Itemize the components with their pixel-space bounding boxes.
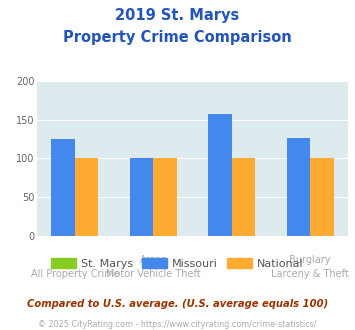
Legend: St. Marys, Missouri, National: St. Marys, Missouri, National xyxy=(47,254,308,273)
Bar xyxy=(287,138,310,236)
Text: Property Crime Comparison: Property Crime Comparison xyxy=(63,30,292,45)
Text: All Property Crime: All Property Crime xyxy=(31,269,119,279)
Bar xyxy=(51,139,75,236)
Bar xyxy=(310,158,334,236)
Bar xyxy=(232,158,255,236)
Text: 2019 St. Marys: 2019 St. Marys xyxy=(115,8,240,23)
Bar xyxy=(75,158,98,236)
Text: Motor Vehicle Theft: Motor Vehicle Theft xyxy=(106,269,201,279)
Bar xyxy=(208,114,232,236)
Text: © 2025 CityRating.com - https://www.cityrating.com/crime-statistics/: © 2025 CityRating.com - https://www.city… xyxy=(38,320,317,329)
Text: Compared to U.S. average. (U.S. average equals 100): Compared to U.S. average. (U.S. average … xyxy=(27,299,328,309)
Bar xyxy=(153,158,177,236)
Text: Arson: Arson xyxy=(140,255,167,265)
Bar xyxy=(130,158,153,236)
Text: Larceny & Theft: Larceny & Theft xyxy=(271,269,349,279)
Text: Burglary: Burglary xyxy=(289,255,331,265)
